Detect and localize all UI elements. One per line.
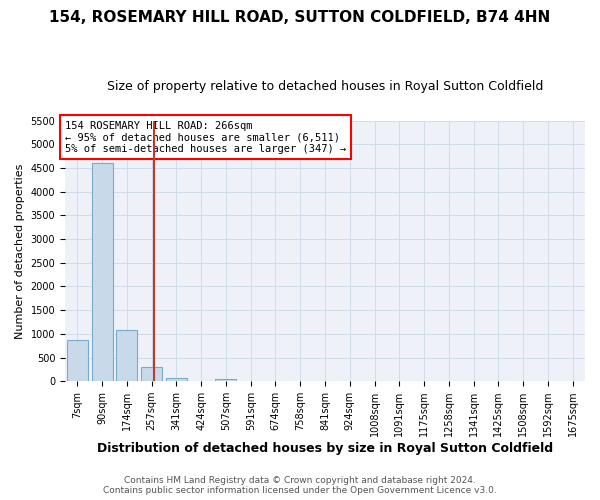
Bar — [166, 378, 187, 381]
Title: Size of property relative to detached houses in Royal Sutton Coldfield: Size of property relative to detached ho… — [107, 80, 543, 93]
X-axis label: Distribution of detached houses by size in Royal Sutton Coldfield: Distribution of detached houses by size … — [97, 442, 553, 455]
Bar — [141, 368, 162, 381]
Bar — [67, 340, 88, 381]
Y-axis label: Number of detached properties: Number of detached properties — [15, 163, 25, 338]
Bar — [116, 330, 137, 381]
Bar — [92, 163, 113, 381]
Bar — [215, 380, 236, 381]
Text: Contains HM Land Registry data © Crown copyright and database right 2024.
Contai: Contains HM Land Registry data © Crown c… — [103, 476, 497, 495]
Text: 154 ROSEMARY HILL ROAD: 266sqm
← 95% of detached houses are smaller (6,511)
5% o: 154 ROSEMARY HILL ROAD: 266sqm ← 95% of … — [65, 120, 346, 154]
Text: 154, ROSEMARY HILL ROAD, SUTTON COLDFIELD, B74 4HN: 154, ROSEMARY HILL ROAD, SUTTON COLDFIEL… — [49, 10, 551, 25]
